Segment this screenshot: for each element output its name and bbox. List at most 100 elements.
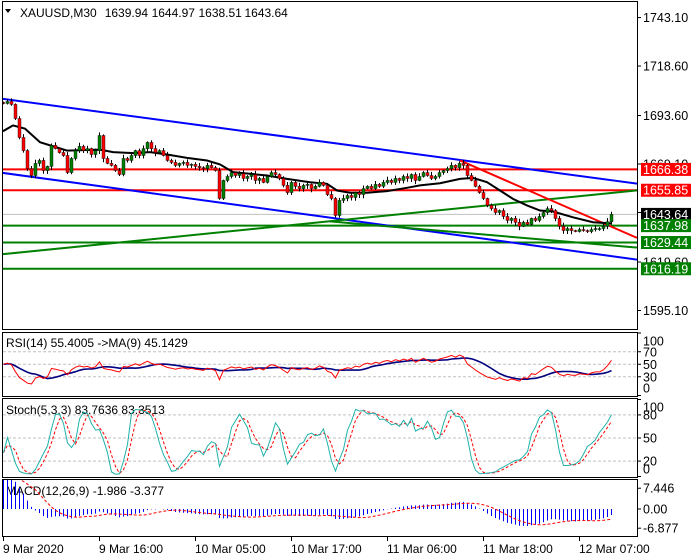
- candle: [293, 179, 298, 190]
- candle-body: [257, 178, 262, 181]
- candle: [505, 213, 510, 224]
- candle-body: [213, 167, 218, 171]
- candle: [425, 170, 430, 177]
- candle-body: [461, 163, 466, 166]
- triangle-down-icon[interactable]: [5, 9, 11, 13]
- candle: [145, 141, 150, 152]
- price-axis: 1743.101718.601693.601669.101644.601619.…: [637, 1, 691, 330]
- candle-body: [365, 186, 370, 189]
- candle: [9, 98, 14, 106]
- candle: [481, 189, 486, 200]
- candle: [373, 181, 378, 190]
- candle-body: [173, 162, 178, 166]
- candle-body: [373, 184, 378, 189]
- candle-body: [285, 185, 290, 193]
- candle: [117, 168, 122, 177]
- stoch-plot-area: [3, 408, 637, 475]
- macd-title: MACD(12,26,9) -1.986 -3.377: [6, 484, 164, 498]
- candle-body: [205, 165, 210, 169]
- candle: [385, 176, 390, 185]
- candle-body: [129, 155, 134, 161]
- candle: [593, 225, 598, 232]
- moving-average-line: [3, 124, 612, 225]
- indicator-axis-label: 7.446: [643, 482, 674, 496]
- candle: [105, 156, 110, 165]
- candle: [125, 156, 130, 163]
- candle-body: [581, 229, 586, 231]
- candle: [221, 179, 226, 200]
- candle: [81, 144, 86, 154]
- candle-body: [41, 160, 46, 171]
- candle: [113, 164, 118, 172]
- candle-body: [497, 210, 502, 213]
- candle: [429, 171, 434, 180]
- rsi-plot-area: [3, 351, 637, 385]
- candle-body: [65, 155, 70, 173]
- macd-panel[interactable]: [2, 479, 638, 537]
- candle-body: [281, 178, 286, 186]
- candle: [309, 183, 314, 193]
- candle-body: [293, 182, 298, 187]
- main-price-panel[interactable]: [2, 1, 638, 330]
- candle: [45, 165, 50, 175]
- price-tag-background: [641, 262, 691, 276]
- macd-signal-line: [20, 480, 612, 526]
- indicator-axis-label: 80: [643, 408, 657, 422]
- candle-body: [541, 212, 546, 217]
- candle-body: [449, 165, 454, 169]
- candle: [445, 166, 450, 174]
- candle: [97, 132, 102, 155]
- candle: [465, 164, 470, 180]
- candle: [269, 170, 274, 178]
- candle-body: [345, 195, 350, 199]
- candle-body: [57, 148, 62, 153]
- candle: [605, 218, 610, 230]
- price-tag-label: 1637.98: [643, 219, 688, 233]
- price-tag: 1616.19: [641, 262, 691, 276]
- candle: [161, 148, 166, 157]
- candle-body: [561, 226, 566, 231]
- low-value: 1638.51: [198, 6, 242, 20]
- price-plot-area[interactable]: [0, 97, 637, 270]
- candle-body: [289, 182, 294, 193]
- candle-body: [297, 186, 302, 189]
- candle: [421, 171, 426, 178]
- candle: [553, 209, 558, 222]
- candle-body: [21, 137, 26, 151]
- candle-body: [85, 148, 90, 151]
- candle: [513, 215, 518, 226]
- channel-upper-line[interactable]: [0, 97, 637, 185]
- candle: [41, 157, 46, 174]
- candle-body: [501, 210, 506, 217]
- candle: [489, 203, 494, 211]
- indicator-axis-label: -6.877: [643, 522, 678, 536]
- candle: [185, 159, 190, 168]
- candle-body: [69, 158, 74, 173]
- candle-body: [33, 163, 38, 176]
- candle: [545, 206, 550, 215]
- candle-body: [45, 166, 50, 171]
- price-tag-background: [641, 183, 691, 197]
- candle: [189, 163, 194, 169]
- stoch-title: Stoch(5,3,3) 83.7636 83.3513: [6, 403, 165, 417]
- candle-body: [605, 221, 610, 227]
- candle-body: [3, 102, 6, 104]
- price-tag-label: 1616.19: [643, 262, 688, 276]
- macd-axis: 7.446 0.00 -6.877: [637, 480, 678, 537]
- candle-body: [509, 218, 514, 221]
- candle: [365, 185, 370, 190]
- falling-green-trendline[interactable]: [329, 220, 637, 249]
- channel-lower-line[interactable]: [0, 171, 637, 261]
- candle-body: [417, 176, 422, 181]
- candle: [573, 229, 578, 233]
- candle-body: [229, 172, 234, 177]
- indicator-axis-label: 100: [643, 335, 664, 349]
- candle: [313, 184, 318, 190]
- rising-green-trendline[interactable]: [0, 189, 637, 256]
- candle-body: [97, 135, 102, 151]
- candle: [473, 176, 478, 188]
- candle: [589, 227, 594, 234]
- candle: [569, 225, 574, 235]
- candle-body: [429, 175, 434, 179]
